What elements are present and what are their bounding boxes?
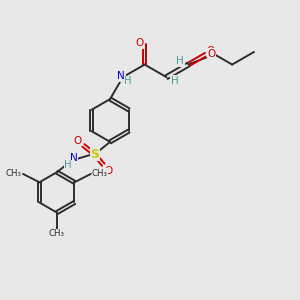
Text: O: O [207, 49, 215, 59]
Text: S: S [90, 148, 99, 161]
Text: N: N [117, 71, 125, 81]
Text: CH₃: CH₃ [92, 169, 108, 178]
Text: O: O [206, 46, 214, 56]
Text: O: O [135, 38, 143, 48]
Text: H: H [171, 76, 178, 86]
Text: O: O [73, 136, 82, 146]
Text: H: H [64, 160, 72, 170]
Text: N: N [70, 153, 78, 163]
Text: H: H [124, 76, 132, 86]
Text: CH₃: CH₃ [6, 169, 22, 178]
Text: H: H [176, 56, 184, 66]
Text: CH₃: CH₃ [49, 229, 65, 238]
Text: O: O [104, 166, 113, 176]
